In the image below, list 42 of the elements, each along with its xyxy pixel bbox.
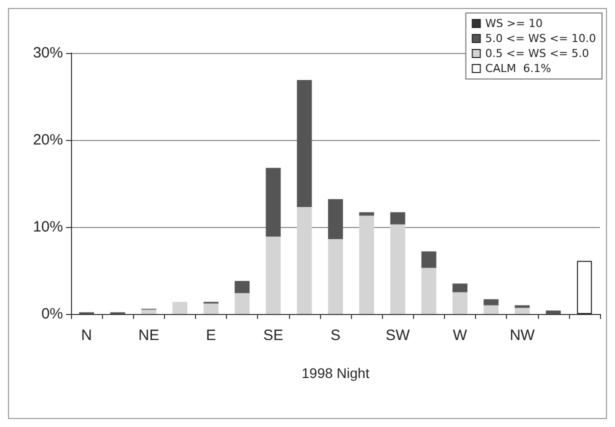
legend-label: WS >= 10 (485, 17, 543, 30)
bar (296, 206, 312, 314)
y-tick-label: 0% (41, 306, 63, 322)
legend-label: 0.5 <= WS <= 5.0 (485, 47, 590, 60)
x-tick-label: W (452, 327, 468, 344)
bar (359, 216, 374, 314)
bar (328, 239, 343, 314)
bar (576, 260, 592, 314)
bar (546, 310, 561, 314)
x-tick-label: N (81, 327, 92, 344)
bar (172, 302, 188, 314)
x-tick-label: SE (263, 327, 284, 344)
bar (390, 212, 406, 224)
x-axis-title: 1998 Night (302, 365, 370, 381)
bar (204, 304, 218, 314)
bar (266, 236, 281, 314)
legend-label: 5.0 <= WS <= 10.0 (485, 32, 596, 45)
bar (328, 199, 343, 240)
bar (421, 251, 436, 268)
bar (234, 293, 250, 314)
bar (484, 299, 499, 306)
x-tick-label: SW (386, 327, 411, 344)
bar (359, 212, 374, 216)
bar (452, 292, 468, 314)
legend-label: CALM 6.1% (485, 62, 552, 75)
bar (141, 310, 156, 314)
y-tick-label: 10% (32, 218, 63, 236)
x-tick-label: NE (138, 327, 160, 344)
x-tick-label: NW (510, 327, 536, 344)
bar (421, 268, 436, 314)
x-tick-label: E (206, 327, 216, 344)
x-tick-label: S (330, 327, 341, 344)
bar (452, 284, 468, 292)
bar (514, 305, 530, 308)
y-tick-label: 20% (32, 132, 63, 148)
bar (266, 168, 281, 237)
bar (296, 80, 312, 207)
bar (484, 305, 499, 314)
bar (390, 224, 406, 314)
bar (514, 308, 530, 314)
bar (234, 280, 250, 294)
y-tick-label: 30% (32, 44, 63, 62)
